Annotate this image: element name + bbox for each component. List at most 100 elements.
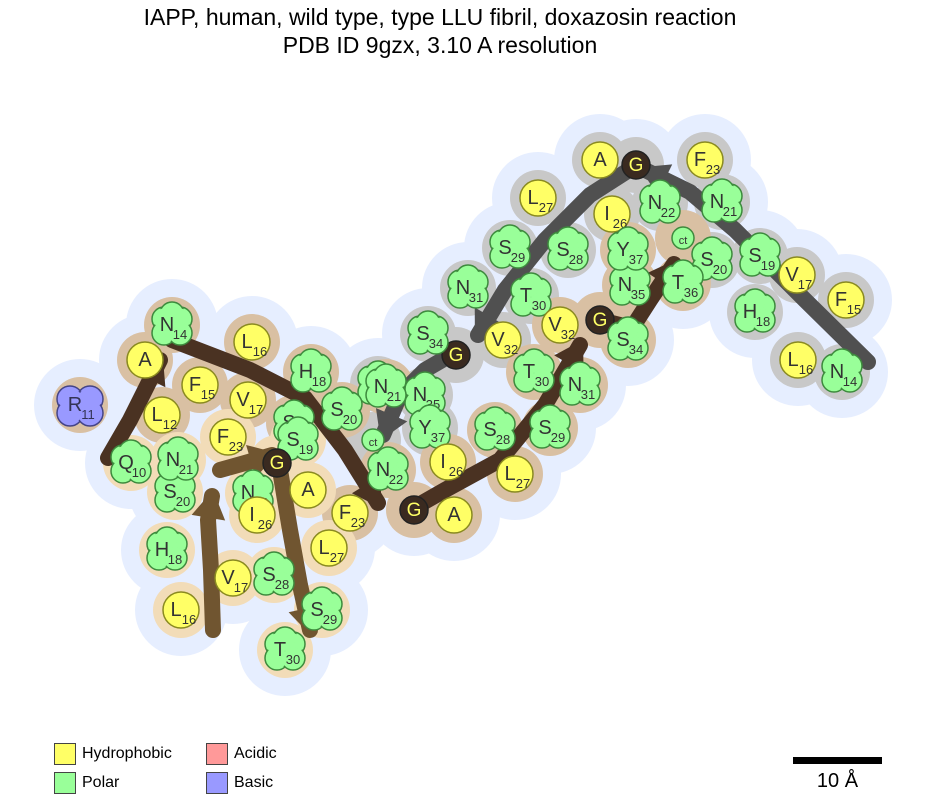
residue-letter: V xyxy=(785,264,799,286)
residue-letter: F xyxy=(189,374,201,396)
residue-fill xyxy=(561,382,583,404)
residue-letter: V xyxy=(548,314,562,336)
glycine-node xyxy=(262,448,292,478)
residue-letter: N xyxy=(618,274,632,296)
residue-number: 22 xyxy=(389,472,403,487)
residue-letter: R xyxy=(68,394,82,416)
residue-number: 36 xyxy=(684,285,698,300)
legend-label-hydrophobic: Hydrophobic xyxy=(82,745,172,762)
residue-letter: V xyxy=(491,329,505,351)
residue-fill xyxy=(128,460,150,482)
residue-fill xyxy=(547,425,569,447)
residue-fill xyxy=(744,290,766,312)
residue-fill xyxy=(625,247,647,269)
residue-number: 17 xyxy=(234,580,248,595)
residue-L12: L 12 xyxy=(143,396,181,434)
residue-number: 29 xyxy=(551,430,565,445)
legend-polar: Polar xyxy=(54,769,119,797)
residue-F23: F 23 xyxy=(331,494,369,532)
residue-fill xyxy=(617,318,639,340)
legend-label-polar: Polar xyxy=(82,774,120,791)
residue-number: 37 xyxy=(629,252,643,267)
residue-L27: L 27 xyxy=(519,179,557,217)
glycine-node xyxy=(585,305,615,335)
residue-fill xyxy=(672,261,694,283)
residue-R11: R 11 xyxy=(56,385,104,427)
residue-fill xyxy=(839,369,861,391)
residue-fill xyxy=(520,274,542,296)
residue-letter: H xyxy=(743,301,757,323)
residue-fill xyxy=(323,407,345,429)
residue-fill xyxy=(823,369,845,391)
residue-I26: I 26 xyxy=(429,443,467,481)
residue-fill xyxy=(271,572,293,594)
residue-L16: L 16 xyxy=(162,591,200,629)
residue-A: A xyxy=(289,471,327,509)
residue-fill xyxy=(303,607,325,629)
residue-letter: L xyxy=(504,463,515,485)
residue-disc xyxy=(429,443,467,481)
residue-N22: N22 xyxy=(367,446,409,491)
residue-ct: ct xyxy=(361,428,385,452)
residue-H18: H18 xyxy=(290,348,332,393)
residue-N21: N21 xyxy=(701,178,743,223)
residue-S29: S 29 xyxy=(529,404,571,449)
residue-disc xyxy=(541,306,579,344)
residue-S20: S 20 xyxy=(321,386,363,431)
glycine-node xyxy=(399,495,429,525)
residue-letter: I xyxy=(249,504,255,526)
residue-F15: F 15 xyxy=(827,281,865,319)
residue-letter: F xyxy=(217,426,229,448)
residue-S29: S 29 xyxy=(301,586,343,631)
residue-disc xyxy=(778,256,816,294)
residue-number: 29 xyxy=(511,250,525,265)
residue-letter: Y xyxy=(616,239,629,261)
residue-Y37: Y 37 xyxy=(409,404,451,449)
scale-bar-label: 10 Å xyxy=(816,770,859,792)
residue-F15: F 15 xyxy=(181,366,219,404)
residue-fill xyxy=(375,365,397,387)
residue-A: A xyxy=(581,141,619,179)
residue-number: 10 xyxy=(132,465,146,480)
residue-fill xyxy=(484,408,506,430)
residue-fill xyxy=(577,382,599,404)
residue-letter: S xyxy=(748,245,761,267)
residue-letter: F xyxy=(694,149,706,171)
residue-number: 14 xyxy=(173,327,187,342)
residue-fill xyxy=(507,245,529,267)
residue-letter: A xyxy=(301,479,315,501)
legend-swatch-polar xyxy=(54,772,76,794)
residue-number: 30 xyxy=(532,298,546,313)
residue-fill xyxy=(112,460,134,482)
residue-letter: F xyxy=(339,502,351,524)
residue-letter: N xyxy=(374,376,388,398)
residue-G: G xyxy=(399,495,429,525)
residue-letter: T xyxy=(523,361,535,383)
residue-fill xyxy=(831,350,853,372)
residue-fill xyxy=(295,437,317,459)
residue-fill xyxy=(557,228,579,250)
residue-number: 29 xyxy=(323,612,337,627)
residue-N21: N21 xyxy=(157,436,199,481)
residue-number: 16 xyxy=(182,612,196,627)
residue-letter: S xyxy=(330,399,343,421)
residue-fill xyxy=(703,199,725,221)
residue-fill xyxy=(523,350,545,372)
residue-letter: V xyxy=(221,567,235,589)
residue-H18: H18 xyxy=(734,288,776,333)
residue-fill xyxy=(161,303,183,325)
residue-fill xyxy=(164,547,186,569)
residue-number: 15 xyxy=(201,387,215,402)
residue-fill xyxy=(274,628,296,650)
residue-number: 17 xyxy=(798,277,812,292)
residue-number: 15 xyxy=(847,302,861,317)
residue-letter: T xyxy=(520,285,532,307)
scale-bar xyxy=(793,757,882,764)
residue-G: G xyxy=(262,448,292,478)
residue-letter: ct xyxy=(679,235,688,247)
residue-number: 11 xyxy=(81,407,95,422)
glycine-node xyxy=(441,340,471,370)
legend-label-acidic: Acidic xyxy=(234,745,277,762)
